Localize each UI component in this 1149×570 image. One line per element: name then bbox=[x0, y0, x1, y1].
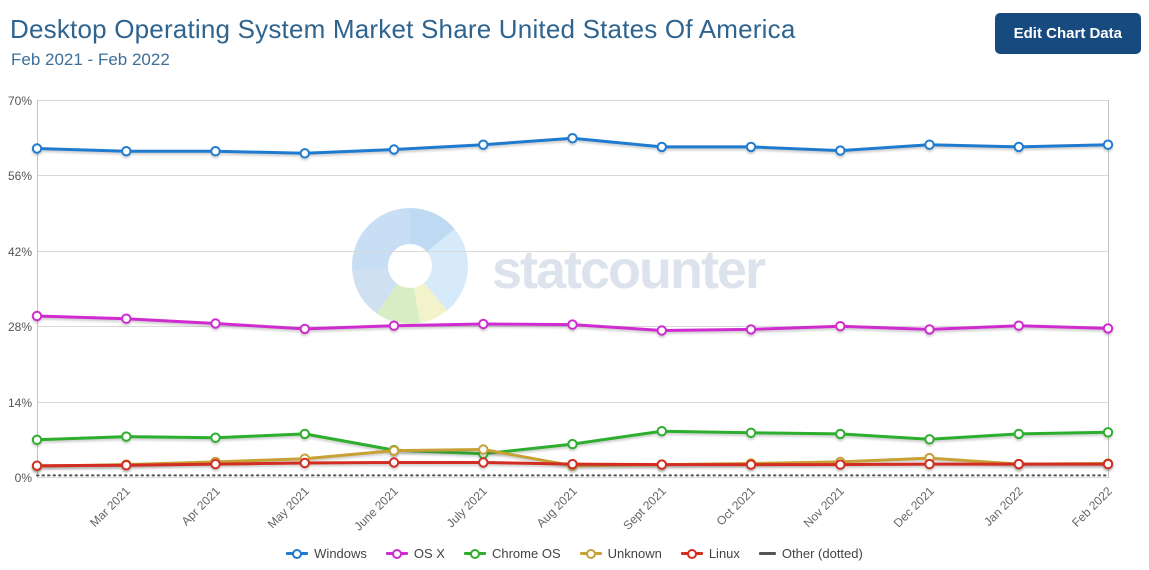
gridline bbox=[37, 401, 1108, 403]
data-point[interactable] bbox=[656, 459, 667, 470]
gridline bbox=[37, 250, 1108, 252]
data-point[interactable] bbox=[121, 313, 132, 324]
y-axis-label: 28% bbox=[7, 320, 32, 335]
y-axis-label: 0% bbox=[14, 471, 32, 485]
data-point[interactable] bbox=[567, 458, 578, 470]
gridline bbox=[37, 100, 1108, 101]
legend-label: Windows bbox=[314, 546, 367, 561]
y-axis-label: 70% bbox=[7, 94, 32, 108]
data-point[interactable] bbox=[299, 457, 310, 469]
data-point[interactable] bbox=[656, 141, 667, 153]
legend-label: Chrome OS bbox=[491, 546, 561, 561]
data-point[interactable] bbox=[121, 146, 132, 157]
data-point[interactable] bbox=[388, 320, 400, 331]
data-point[interactable] bbox=[210, 432, 221, 443]
legend-dash-icon bbox=[758, 552, 776, 555]
data-point[interactable] bbox=[656, 426, 667, 437]
legend-label: Other (dotted) bbox=[781, 546, 863, 561]
data-point[interactable] bbox=[1013, 320, 1024, 331]
data-point[interactable] bbox=[31, 310, 43, 322]
data-point[interactable] bbox=[924, 458, 935, 470]
data-point[interactable] bbox=[299, 428, 310, 440]
legend-item-os-x[interactable]: OS X bbox=[385, 546, 445, 561]
date-range-subtitle: Feb 2021 - Feb 2022 bbox=[11, 50, 170, 69]
data-point[interactable] bbox=[745, 324, 757, 335]
legend-marker-icon bbox=[286, 548, 309, 559]
data-point[interactable] bbox=[835, 459, 846, 470]
data-point[interactable] bbox=[388, 445, 400, 456]
data-point[interactable] bbox=[745, 459, 757, 470]
edit-chart-data-button[interactable]: Edit Chart Data bbox=[994, 13, 1141, 54]
legend-item-chrome-os[interactable]: Chrome OS bbox=[463, 546, 561, 561]
data-point[interactable] bbox=[388, 144, 400, 155]
data-point[interactable] bbox=[745, 427, 757, 438]
data-point[interactable] bbox=[1102, 458, 1114, 470]
legend-marker-icon bbox=[579, 548, 602, 559]
legend-label: Unknown bbox=[607, 546, 662, 561]
data-point[interactable] bbox=[1013, 458, 1024, 470]
data-point[interactable] bbox=[121, 431, 132, 442]
data-point[interactable] bbox=[299, 148, 310, 159]
data-point[interactable] bbox=[121, 460, 132, 471]
data-point[interactable] bbox=[745, 141, 757, 153]
data-point[interactable] bbox=[1102, 323, 1114, 334]
data-point[interactable] bbox=[567, 133, 578, 144]
data-point[interactable] bbox=[924, 139, 935, 150]
legend-label: Linux bbox=[708, 546, 740, 561]
data-point[interactable] bbox=[31, 460, 43, 471]
data-point[interactable] bbox=[1102, 139, 1114, 150]
legend: Windows OS X Chrome OS Unknown Linux Other (d… bbox=[0, 546, 1149, 561]
data-point[interactable] bbox=[1013, 141, 1024, 153]
data-point[interactable] bbox=[1102, 427, 1114, 438]
legend-item-other-dotted[interactable]: Other (dotted) bbox=[758, 546, 863, 561]
page-title: Desktop Operating System Market Share Un… bbox=[10, 14, 796, 44]
header: Desktop Operating System Market Share Un… bbox=[0, 0, 1149, 95]
legend-item-unknown[interactable]: Unknown bbox=[579, 546, 662, 561]
legend-marker-icon bbox=[385, 548, 408, 559]
legend-label: OS X bbox=[413, 546, 445, 561]
plot-area bbox=[31, 133, 1114, 477]
y-axis-label: 14% bbox=[7, 395, 32, 410]
series-line-chrome-os bbox=[31, 426, 1114, 459]
plot-left-border bbox=[37, 100, 38, 478]
data-point[interactable] bbox=[924, 434, 935, 445]
legend-marker-icon bbox=[680, 548, 703, 559]
series-line-os-x bbox=[31, 310, 1114, 336]
data-point[interactable] bbox=[1013, 428, 1024, 440]
y-axis-label: 42% bbox=[7, 244, 32, 259]
gridline bbox=[37, 477, 1108, 478]
data-point[interactable] bbox=[478, 457, 489, 468]
data-point[interactable] bbox=[924, 324, 935, 335]
data-point[interactable] bbox=[835, 321, 846, 332]
data-point[interactable] bbox=[388, 457, 400, 468]
legend-marker-icon bbox=[463, 548, 486, 559]
data-point[interactable] bbox=[567, 319, 578, 330]
legend-item-windows[interactable]: Windows bbox=[286, 546, 367, 561]
data-point[interactable] bbox=[210, 318, 221, 329]
plot-right-border bbox=[1108, 100, 1109, 478]
series-line-windows bbox=[31, 133, 1114, 159]
y-axis-label: 56% bbox=[7, 169, 32, 184]
data-point[interactable] bbox=[31, 434, 43, 445]
data-point[interactable] bbox=[656, 325, 667, 336]
legend-item-linux[interactable]: Linux bbox=[680, 546, 740, 561]
gridline bbox=[37, 175, 1108, 177]
data-point[interactable] bbox=[835, 428, 846, 440]
data-point[interactable] bbox=[835, 145, 846, 156]
data-point[interactable] bbox=[478, 139, 489, 150]
data-point[interactable] bbox=[478, 318, 489, 330]
series-line-linux bbox=[31, 457, 1114, 471]
data-point[interactable] bbox=[299, 323, 310, 335]
data-point[interactable] bbox=[567, 438, 578, 450]
data-point[interactable] bbox=[31, 143, 43, 154]
data-point[interactable] bbox=[210, 458, 221, 470]
data-point[interactable] bbox=[478, 444, 489, 455]
data-point[interactable] bbox=[210, 146, 221, 157]
